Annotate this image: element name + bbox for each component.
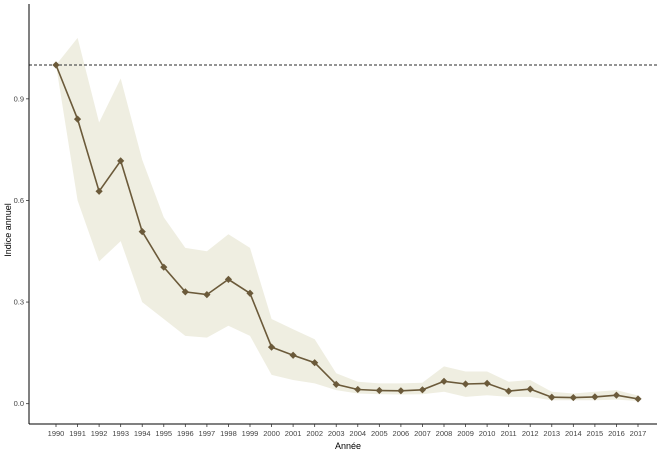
data-point bbox=[461, 380, 470, 388]
data-point bbox=[181, 288, 189, 296]
data-point bbox=[505, 387, 513, 395]
x-tick-label: 1995 bbox=[155, 429, 172, 438]
x-tick-label: 2016 bbox=[608, 429, 625, 438]
x-tick-label: 2001 bbox=[285, 429, 302, 438]
data-point bbox=[634, 395, 642, 403]
x-tick-label: 1996 bbox=[177, 429, 194, 438]
x-tick-label: 2003 bbox=[328, 429, 345, 438]
x-tick-label: 1990 bbox=[48, 429, 65, 438]
data-point bbox=[612, 391, 621, 399]
x-tick-label: 2006 bbox=[393, 429, 410, 438]
series-line bbox=[55, 64, 639, 400]
y-tick-label: 0.6 bbox=[14, 196, 24, 205]
y-tick-label: 0.3 bbox=[14, 298, 24, 307]
y-tick-label: 0.9 bbox=[14, 94, 24, 103]
x-tick-label: 1997 bbox=[199, 429, 216, 438]
y-tick-label: 0.0 bbox=[14, 399, 24, 408]
data-point bbox=[375, 386, 383, 395]
x-tick-label: 2014 bbox=[565, 429, 582, 438]
data-point bbox=[224, 275, 233, 283]
confidence-band bbox=[56, 37, 638, 402]
data-point bbox=[397, 387, 405, 395]
data-point bbox=[591, 393, 599, 401]
x-tick-label: 2017 bbox=[630, 429, 647, 438]
x-tick-label: 2000 bbox=[263, 429, 280, 438]
data-point bbox=[203, 291, 211, 299]
data-point bbox=[354, 385, 362, 394]
data-point bbox=[267, 343, 276, 351]
data-point bbox=[289, 351, 297, 359]
x-tick-label: 2002 bbox=[306, 429, 323, 438]
x-axis-title: Année bbox=[335, 441, 361, 451]
x-tick-label: 1999 bbox=[242, 429, 259, 438]
data-point bbox=[246, 289, 254, 297]
axes-layer: 0.0 0.3 0.6 0.9 1990 1991 1992 1993 1994 1995 1996… bbox=[14, 4, 657, 438]
series-layer bbox=[52, 61, 642, 403]
x-tick-label: 2004 bbox=[349, 429, 366, 438]
data-point bbox=[52, 61, 60, 69]
data-point bbox=[73, 115, 82, 123]
x-tick-label: 2010 bbox=[479, 429, 496, 438]
data-point bbox=[160, 263, 168, 271]
y-axis-title: Indice annuel bbox=[3, 203, 13, 257]
x-tick-label: 1992 bbox=[91, 429, 108, 438]
x-tick-label: 2009 bbox=[457, 429, 474, 438]
data-point bbox=[332, 380, 340, 388]
x-tick-label: 1993 bbox=[112, 429, 129, 438]
data-point bbox=[548, 393, 556, 401]
data-point bbox=[311, 359, 319, 367]
x-tick-label: 2007 bbox=[414, 429, 431, 438]
x-tick-label: 2008 bbox=[436, 429, 453, 438]
x-tick-label: 2015 bbox=[587, 429, 604, 438]
data-point bbox=[95, 187, 103, 195]
data-point bbox=[483, 379, 491, 387]
x-tick-label: 1994 bbox=[134, 429, 151, 438]
data-point bbox=[526, 385, 534, 393]
data-point bbox=[418, 386, 427, 394]
x-tick-label: 2013 bbox=[543, 429, 560, 438]
x-tick-label: 2012 bbox=[522, 429, 539, 438]
data-point bbox=[138, 228, 146, 236]
data-point bbox=[440, 377, 448, 385]
confidence-band-layer bbox=[56, 37, 638, 402]
data-point bbox=[569, 393, 577, 402]
data-point bbox=[117, 157, 125, 165]
x-tick-label: 1991 bbox=[69, 429, 86, 438]
x-tick-label: 1998 bbox=[220, 429, 237, 438]
x-tick-label: 2011 bbox=[501, 429, 517, 438]
x-tick-label: 2005 bbox=[371, 429, 388, 438]
